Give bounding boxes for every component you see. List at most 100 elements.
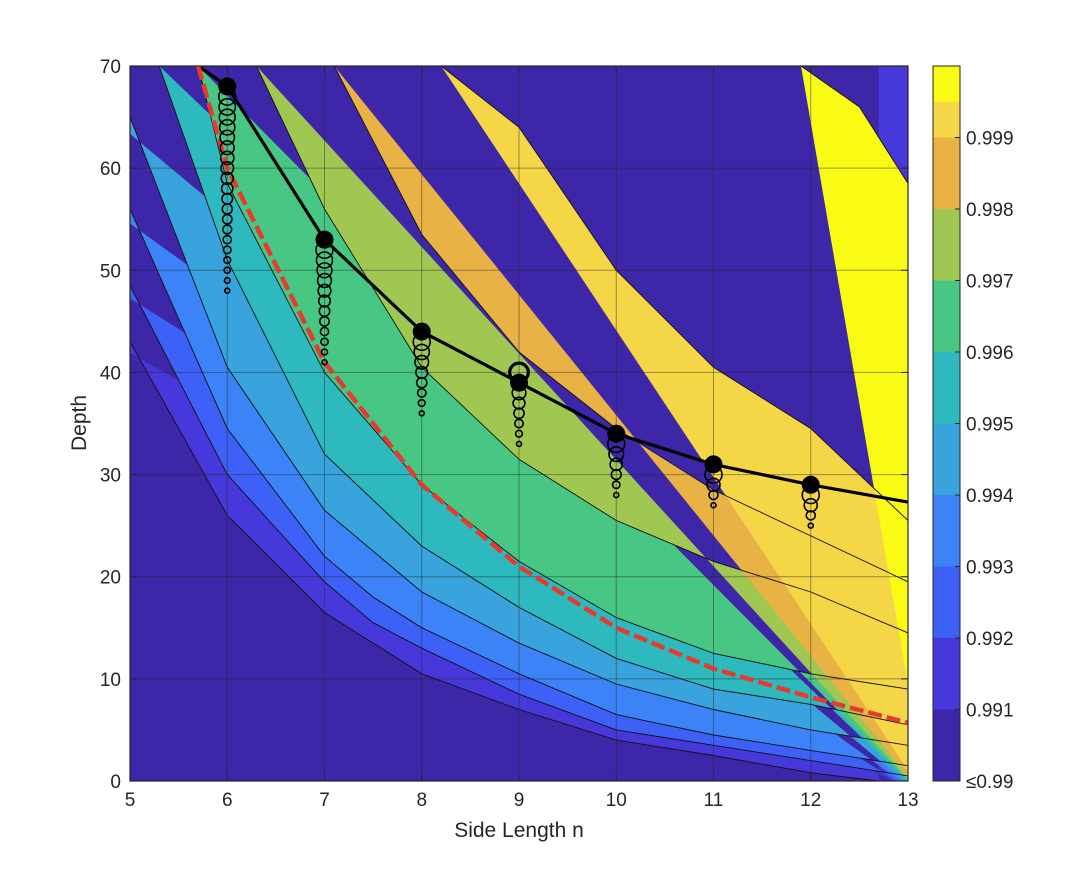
x-axis-label: Side Length n — [454, 819, 584, 842]
marker-ring — [415, 365, 429, 380]
colorbar-tick-label: ≤0.99 — [966, 772, 1013, 793]
contour-line — [130, 208, 908, 767]
marker-ring — [218, 97, 237, 116]
contour-line — [255, 66, 908, 634]
marker-ring — [316, 262, 333, 279]
marker-ring — [803, 497, 819, 513]
marker-ring — [317, 294, 332, 308]
colorbar-tick-label: 0.992 — [966, 629, 1014, 650]
series-red-dashed — [195, 66, 908, 725]
y-tick-label: 20 — [100, 568, 121, 589]
marker-ring — [220, 161, 235, 176]
marker-ring — [315, 251, 334, 269]
marker-ring — [514, 429, 524, 438]
marker-ring — [609, 457, 624, 472]
contour-band — [256, 66, 908, 780]
colorbar-tick-label: 0.993 — [966, 558, 1014, 579]
y-tick-label: 40 — [100, 363, 121, 384]
marker-ring — [515, 440, 523, 448]
contour-band — [801, 66, 908, 686]
contour-line — [197, 66, 908, 690]
colorbar-tick-label: 0.995 — [966, 415, 1014, 436]
colorbar-tick-label: 0.996 — [966, 343, 1014, 364]
contour-band — [334, 66, 908, 777]
marker-ring — [220, 182, 234, 196]
colorbar-ticks: ≤0.99 0.991 0.992 0.993 0.994 0.995 0.996 0.997… — [955, 129, 1014, 793]
marker-ring — [416, 387, 427, 398]
contour-line — [130, 341, 879, 781]
x-tick-label: 10 — [606, 790, 627, 811]
colorbar-segment — [933, 209, 960, 281]
colorbar — [932, 65, 961, 782]
y-tick-label: 70 — [100, 57, 121, 78]
colorbar-tick-label: 0.999 — [966, 129, 1014, 150]
x-tick-label: 13 — [897, 790, 918, 811]
colorbar-segment — [933, 423, 960, 495]
marker-ring — [223, 255, 232, 265]
marker-ring — [219, 150, 235, 166]
x-tick-label: 5 — [125, 790, 136, 811]
contour-line — [800, 66, 908, 184]
y-axis-label: Depth — [68, 395, 91, 451]
optimal-point — [412, 322, 431, 341]
marker-ring — [316, 272, 333, 289]
contour-line — [440, 66, 908, 521]
y-tick-label: 60 — [100, 159, 121, 180]
marker-ring — [222, 224, 233, 235]
grid-lines — [129, 65, 909, 782]
plot-area — [129, 65, 909, 782]
x-tick-label: 8 — [416, 790, 427, 811]
marker-ring — [320, 337, 329, 347]
colorbar-segment — [933, 352, 960, 424]
optimal-point — [704, 455, 723, 474]
optimal-point — [607, 424, 626, 443]
optimal-point — [801, 475, 820, 494]
marker-ring — [414, 354, 430, 370]
colorbar-segment — [933, 66, 960, 102]
marker-ring — [223, 276, 231, 285]
x-axis-ticks: 5 6 7 8 9 10 11 12 13 — [125, 790, 919, 811]
marker-ring — [321, 358, 328, 366]
x-tick-label: 11 — [704, 790, 724, 811]
y-tick-label: 30 — [100, 466, 121, 487]
marker-ring — [512, 396, 526, 410]
x-tick-label: 6 — [222, 790, 233, 811]
marker-ring — [218, 118, 236, 136]
marker-ring — [223, 287, 231, 295]
marker-ring — [413, 343, 431, 361]
marker-ring — [418, 409, 426, 417]
optimal-point — [218, 77, 237, 96]
marker-ring — [319, 326, 330, 337]
colorbar-segment — [933, 566, 960, 638]
marker-ring — [223, 266, 232, 275]
colorbar-tick-label: 0.991 — [966, 701, 1014, 722]
marker-ring — [222, 234, 233, 245]
marker-ring — [317, 283, 332, 298]
y-axis-ticks: 0 10 20 30 40 50 60 70 — [100, 57, 121, 793]
marker-ring — [417, 398, 426, 408]
contour-lines — [130, 66, 908, 781]
colorbar-segment — [933, 638, 960, 710]
contour-band — [441, 66, 908, 771]
marker-ring — [608, 446, 625, 463]
x-tick-label: 12 — [800, 790, 821, 811]
plot-frame — [129, 65, 909, 782]
optimal-point — [510, 373, 528, 392]
colorbar-tick-label: 0.998 — [966, 200, 1014, 221]
marker-ring — [222, 245, 232, 255]
marker-ring — [220, 171, 235, 186]
colorbar-segment — [933, 495, 960, 567]
colorbar-tick-label: 0.994 — [966, 486, 1014, 507]
colorbar-segment — [933, 137, 960, 209]
x-tick-label: 9 — [514, 790, 525, 811]
marker-ring — [219, 140, 235, 156]
y-tick-label: 50 — [100, 261, 121, 282]
y-tick-label: 0 — [110, 772, 121, 793]
marker-ring — [320, 348, 329, 356]
marker-ring — [513, 418, 524, 429]
optimal-point — [315, 230, 334, 249]
contour-band — [130, 66, 908, 781]
y-tick-label: 10 — [100, 670, 121, 691]
marker-ring — [219, 129, 236, 146]
